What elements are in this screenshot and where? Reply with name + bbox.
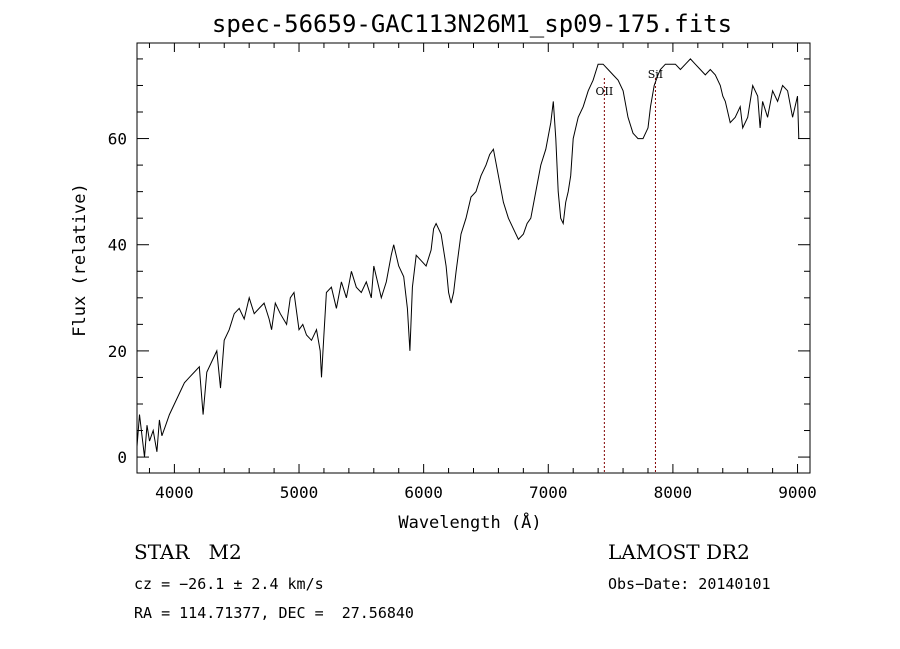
x-tick-label: 7000 bbox=[529, 483, 568, 502]
survey-label: LAMOST DR2 bbox=[608, 540, 750, 564]
x-tick-label: 4000 bbox=[155, 483, 194, 502]
x-tick-label: 6000 bbox=[404, 483, 443, 502]
x-tick-label: 9000 bbox=[778, 483, 817, 502]
y-tick-label: 60 bbox=[108, 130, 127, 149]
redshift-label: cz = −26.1 ± 2.4 km/s bbox=[134, 575, 324, 593]
y-axis-label: Flux (relative) bbox=[70, 183, 90, 337]
coordinates-label: RA = 114.71377, DEC = 27.56840 bbox=[134, 604, 414, 622]
obs-date-label: Obs−Date: 20140101 bbox=[608, 575, 771, 593]
x-tick-label: 8000 bbox=[654, 483, 693, 502]
marker-label: SiI bbox=[648, 68, 663, 81]
y-tick-label: 0 bbox=[117, 448, 127, 467]
x-axis-label: Wavelength (Å) bbox=[398, 511, 541, 533]
y-axis-ticks bbox=[137, 58, 810, 458]
line-markers: OII SiI bbox=[596, 68, 663, 473]
spectrum-series-line bbox=[136, 58, 800, 458]
x-axis-ticks bbox=[148, 43, 799, 473]
x-tick-label: 5000 bbox=[280, 483, 319, 502]
x-axis-tick-labels: 4000 5000 6000 7000 8000 9000 bbox=[155, 483, 817, 502]
object-class-label: STAR M2 bbox=[134, 540, 242, 564]
y-axis-tick-labels: 0 20 40 60 bbox=[108, 130, 127, 468]
chart-title: spec-56659-GAC113N26M1_sp09-175.fits bbox=[212, 10, 732, 38]
marker-label: OII bbox=[596, 85, 614, 98]
y-tick-label: 40 bbox=[108, 236, 127, 255]
y-tick-label: 20 bbox=[108, 342, 127, 361]
plot-frame bbox=[136, 42, 811, 474]
